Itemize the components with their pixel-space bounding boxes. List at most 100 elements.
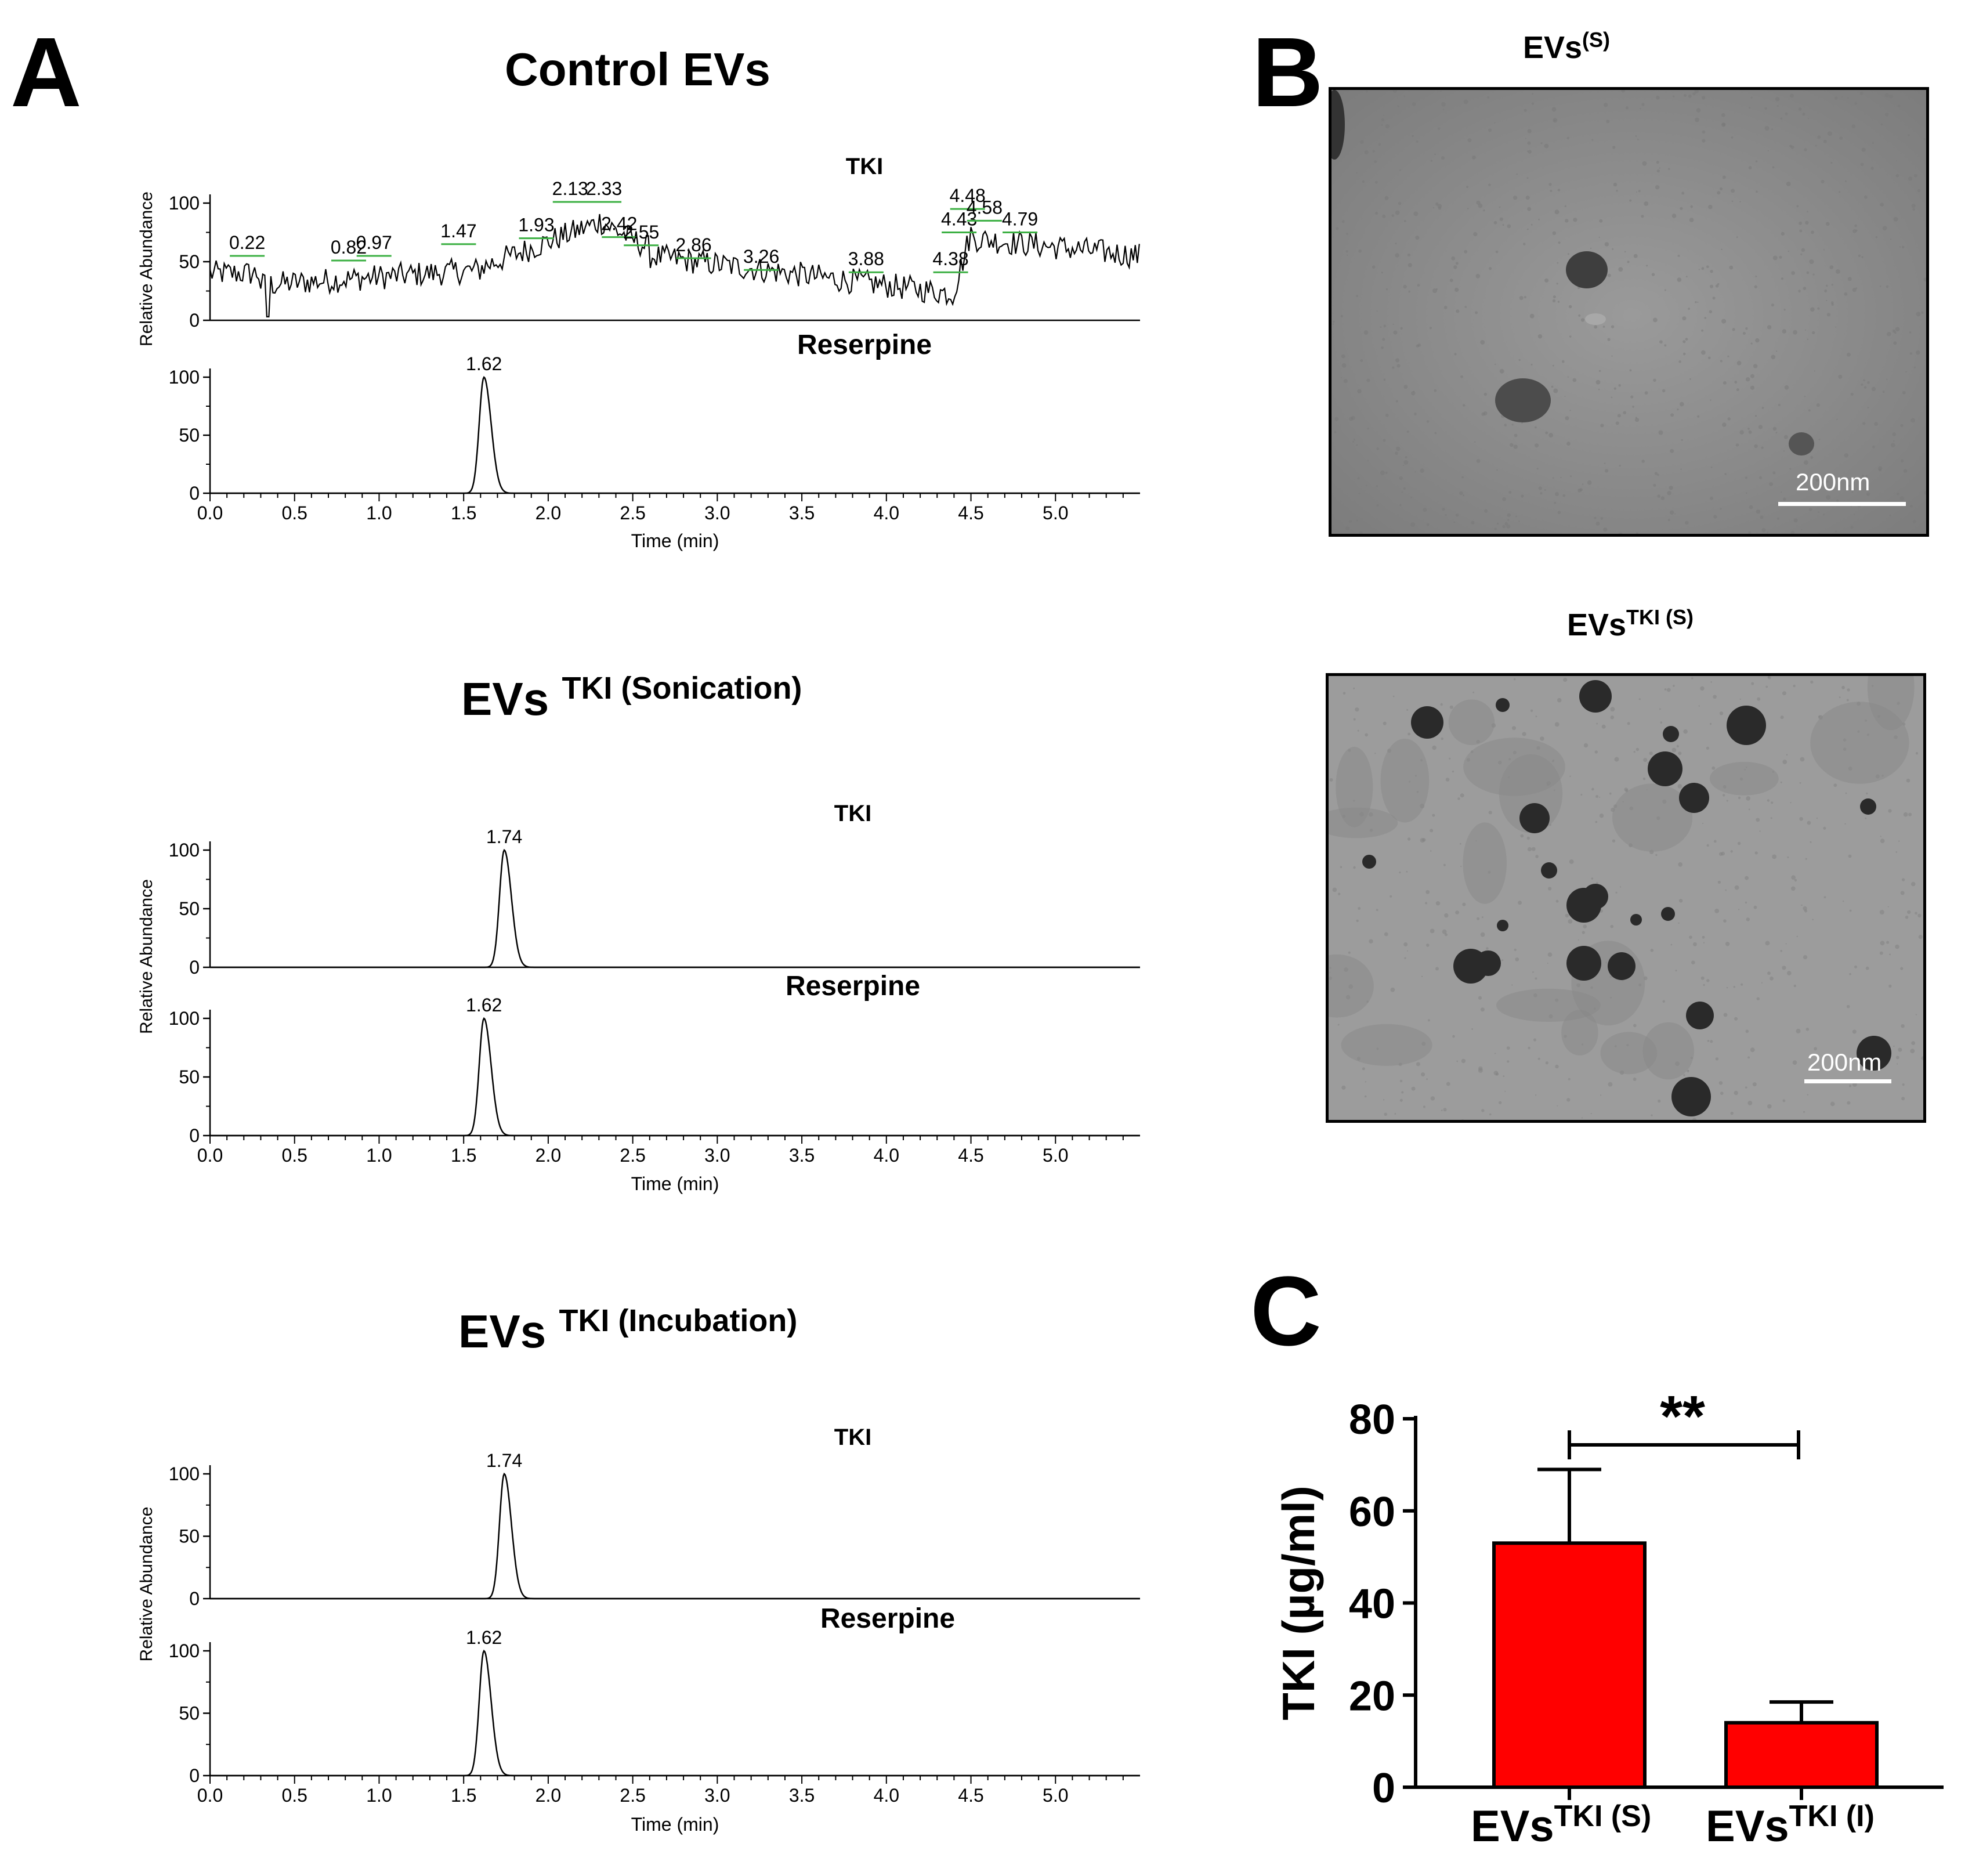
peak-label: 4.38 [932,248,968,269]
x-tick-label: 1.5 [451,1145,476,1166]
x-tick-label: 0.0 [197,1785,223,1806]
y-tick-label: 20 [1349,1673,1395,1719]
trace-line [210,375,1140,494]
section-title-incubation: EVs TKI (Incubation) [458,1303,798,1357]
section-title-control: Control EVs [505,44,770,95]
vesicle-particle [1541,862,1557,879]
x-tick-label: 2.5 [620,503,645,523]
y-axis-label: Relative Abundance [137,1507,156,1662]
x-tick-label: 2.5 [620,1145,645,1166]
time-axis: 0.0 0.5 1.0 1.5 2.0 2.5 3.0 3.5 4.0 4.5 5.0 Time (m… [137,191,1124,551]
vesicle-particle [1679,783,1709,813]
trace-label: TKI [846,154,883,179]
trace-label: Reserpine [820,1603,955,1634]
bar-chart: 0 20 40 60 80 TKI (µg/ml) ** [1273,1384,1944,1812]
scale-bar [1778,502,1906,506]
y-tick-label: 0 [189,957,200,978]
x-tick-label: 1.0 [366,503,392,523]
x-tick-label: 1.0 [366,1785,392,1806]
trace-line [210,848,1140,968]
em-title-1: EVs(S) [1522,28,1611,65]
y-tick-label: 40 [1349,1581,1395,1628]
peak-label: 1.62 [466,995,502,1015]
y-tick-label: 100 [169,840,200,861]
peak-label: 1.62 [466,1627,502,1648]
x-tick-label: 4.5 [958,1785,983,1806]
x-tick-label: 2.0 [535,1785,561,1806]
peak-label: 4.79 [1002,209,1038,230]
y-axis-label: Relative Abundance [137,879,156,1034]
bar [1492,1541,1647,1789]
y-tick-label: 50 [179,251,200,272]
x-tick-label: 3.5 [789,1785,815,1806]
vesicle-particle [1648,751,1682,786]
x-tick-label: 0.5 [281,1785,307,1806]
y-tick-label: 100 [169,1463,200,1484]
em-image-control: 200nm [1329,87,1929,537]
y-tick-label: 0 [189,1125,200,1146]
y-tick-label: 60 [1349,1489,1395,1535]
x-tick-label: 3.0 [704,503,730,523]
scale-bar-label: 200nm [1796,468,1870,496]
peak-label: 1.74 [486,1450,522,1471]
vesicle-particle [1495,378,1551,422]
x-tick-label: 2.5 [620,1785,645,1806]
x-tick-label: 3.5 [789,503,815,523]
x-tick-label: 3.0 [704,1785,730,1806]
panel-label-a: A [10,17,82,128]
y-tick-label: 0 [189,483,200,504]
vesicle-particle [1566,251,1608,288]
x-tick-label: 4.0 [874,1145,899,1166]
significance-label: ** [1660,1384,1705,1449]
x-tick-label: 1.0 [366,1145,392,1166]
vesicle-particle [1579,680,1612,713]
peak-label: 0.22 [229,232,265,253]
chromatogram-trace: 0 50 100 TKI 1.74 [169,1425,1140,1609]
section-title-sonication: EVs TKI (Sonication) [461,671,802,725]
chromatogram-trace: 0 50 100 Reserpine 1.62 [169,330,1140,504]
x-axis-label: Time (min) [631,530,719,551]
peak-label: 1.74 [486,826,522,847]
panel-label-b: B [1252,17,1323,128]
x-tick-label: 5.0 [1043,1145,1068,1166]
peak-label: 3.88 [848,248,884,269]
vesicle-particle [1857,1036,1891,1071]
x-tick-label: 0.0 [197,1145,223,1166]
chromatogram-trace: 0 50 100 TKI 1.74 [169,801,1140,978]
scale-bar-label: 200nm [1807,1049,1882,1076]
vesicle-particle [1727,706,1766,745]
x-axis-label: Time (min) [631,1814,719,1835]
peak-label: 4.48 [950,185,986,206]
vesicle-particle [1671,1077,1711,1116]
trace-label: Reserpine [797,330,932,360]
vesicle-particle [1411,706,1443,739]
vesicle-particle [1686,1002,1714,1029]
chromatogram-trace: 0 50 100 Reserpine 1.62 [169,971,1140,1146]
y-tick-label: 50 [179,425,200,446]
peak-label: 0.97 [356,232,392,253]
peak-label: 0.82 [331,237,367,258]
trace-line [210,1017,1140,1137]
y-tick-label: 50 [179,1067,200,1087]
vesicle-particle [1497,920,1508,931]
chromatogram-panel: 0 50 100 TKI 0.22 0.820.97 1.47 1.93 2.132.33 2.4… [137,154,1140,1835]
vesicle-particle [1789,432,1814,456]
vesicle-particle [1661,907,1675,921]
chromatogram-trace: 0 50 100 Reserpine 1.62 [169,1603,1140,1786]
x-category-label: EVsTKI (I) [1706,1799,1875,1851]
trace-line [210,1472,1140,1600]
vesicle-particle [1608,952,1636,980]
vesicle-particle [1519,803,1550,833]
bar [1724,1720,1879,1789]
peak-label: 1.62 [466,353,502,374]
vesicle-particle [1663,726,1679,742]
x-tick-label: 5.0 [1043,1785,1068,1806]
panel-label-c: C [1250,1256,1322,1367]
em-image-tki: 200nm [1326,673,1926,1123]
y-tick-label: 0 [1372,1765,1395,1812]
trace-line [210,1649,1140,1777]
x-tick-label: 2.0 [535,503,561,523]
peak-label: 4.43 [941,209,977,230]
vesicle-particle [1566,946,1601,981]
peak-label: 1.93 [518,215,554,236]
